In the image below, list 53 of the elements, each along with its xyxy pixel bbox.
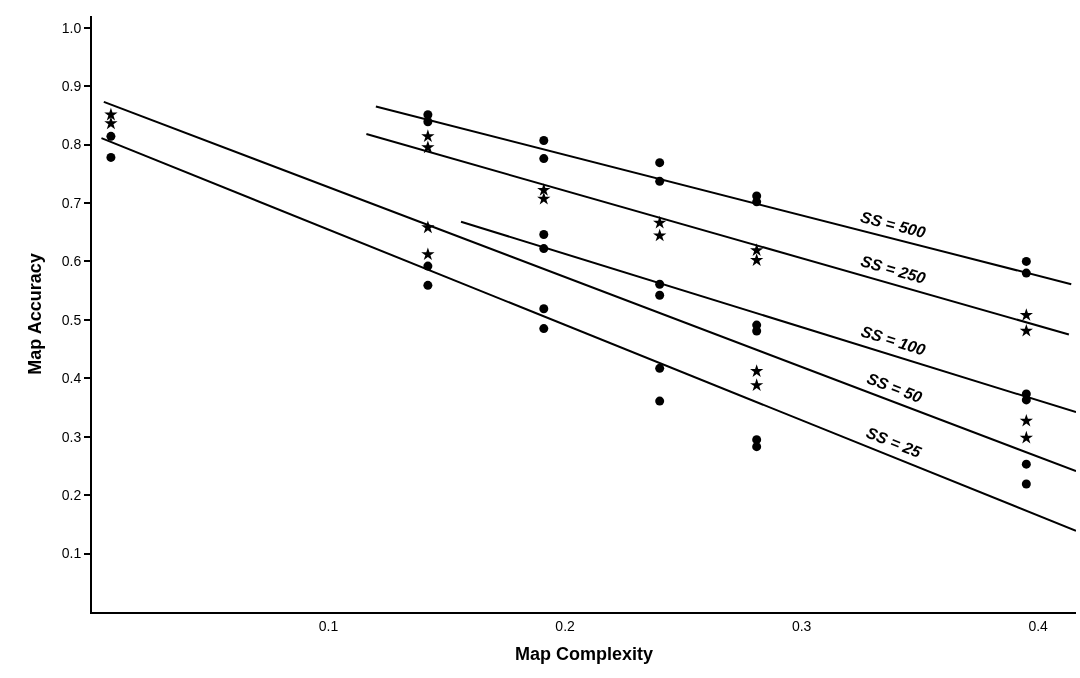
point [1019,430,1033,444]
text: SS = 50 [864,369,925,406]
point [655,290,665,300]
point [750,378,764,391]
y-tick-label: 0.9 [61,78,82,95]
point [539,324,549,334]
point [537,183,551,196]
point [655,396,665,406]
x-tick-label: 0.4 [1028,617,1049,634]
y-tick-label: 0.4 [61,370,82,387]
text: SS = 500 [858,208,928,242]
text: SS = 100 [859,322,928,359]
point [423,280,433,290]
text: SS = 25 [863,423,925,462]
point [1021,256,1031,266]
x-tick-label: 0.2 [555,617,576,634]
point [104,116,118,130]
point [421,140,435,154]
point [1019,413,1033,427]
y-tick-label: 0.5 [61,311,82,328]
point [1019,323,1033,337]
y-tick-label: 0.7 [61,194,82,211]
y-tick-label: 0.8 [61,136,82,153]
y-tick-label: 0.2 [61,487,82,504]
point [750,364,764,377]
point [106,152,116,162]
point [106,131,116,141]
point [653,228,667,242]
x-axis-title: Map Complexity [514,644,654,665]
point [655,158,665,168]
x-tick-label: 0.1 [318,617,339,634]
point [537,191,551,205]
x-tick-label: 0.3 [791,617,812,634]
point [539,135,549,145]
point [539,230,549,240]
y-tick-label: 1.0 [61,19,82,36]
point [1021,459,1031,469]
point [421,129,435,143]
point [750,253,764,266]
y-tick-label: 0.6 [61,253,82,270]
y-tick-label: 0.3 [61,428,82,445]
point [655,363,665,373]
point [752,442,762,452]
y-tick-label: 0.1 [61,545,82,562]
point [1019,308,1033,321]
point [421,247,435,261]
point [1021,479,1031,489]
point [104,107,118,121]
point [539,304,549,314]
text: SS = 250 [858,252,928,287]
y-axis-title: Map Accuracy [25,253,46,375]
point [750,243,764,256]
point [539,154,549,164]
